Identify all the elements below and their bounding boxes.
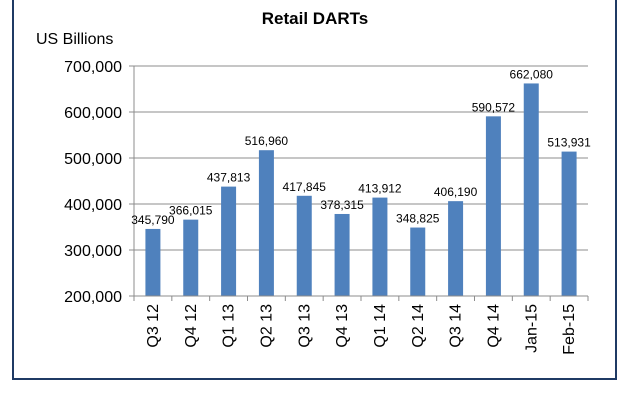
gridlines [134,65,588,251]
x-tick-labels: Q3 12 Q4 12 Q1 13 Q2 13 Q3 13 Q4 13 Q1 14 Q2 14… [145,304,578,355]
y-tick-label: 400,000 [64,197,122,214]
chart-title: Retail DARTs [262,9,368,28]
bar [258,150,274,296]
data-label: 348,825 [396,212,440,226]
axes [129,65,589,301]
bar [221,186,237,296]
x-tick-label: Q1 13 [221,304,238,348]
bar [145,228,161,296]
x-tick-label: Q3 13 [296,304,313,348]
bar [334,213,350,296]
x-tick-label: Q4 12 [183,304,200,348]
data-label: 437,813 [207,171,251,185]
data-label: 513,931 [547,136,591,150]
data-label: 366,015 [169,204,213,218]
y-tick-labels: 200,000 300,000 400,000 500,000 600,000 700,0… [64,59,122,306]
data-label: 590,572 [472,100,516,114]
y-unit-label: US Billions [36,31,113,48]
data-label: 417,845 [283,180,327,194]
x-tick-label: Feb-15 [561,304,578,355]
y-tick-label: 200,000 [64,289,122,306]
bar [485,116,501,296]
data-label: 406,190 [434,185,478,199]
x-tick-label: Q2 14 [410,304,427,348]
x-tick-label: Q3 12 [145,304,162,348]
y-tick-label: 300,000 [64,243,122,260]
x-tick-label: Q1 14 [372,304,389,348]
bar [183,219,199,296]
data-label: 516,960 [245,134,289,148]
y-tick-label: 600,000 [64,105,122,122]
data-label: 662,080 [510,67,554,81]
data-label: 345,790 [131,213,175,227]
data-label: 378,315 [320,198,364,212]
x-tick-label: Q4 14 [485,304,502,348]
chart-frame [12,0,617,380]
x-tick-label: Q4 13 [334,304,351,348]
y-tick-label: 700,000 [64,59,122,76]
data-label: 413,912 [358,182,402,196]
x-tick-label: Q3 14 [448,304,465,348]
bar [296,195,312,296]
bar [448,201,464,296]
x-tick-label: Q2 13 [258,304,275,348]
bars [145,83,577,296]
bar [372,197,388,296]
x-tick-label: Jan-15 [523,304,540,353]
bar [523,83,539,296]
bar [410,227,426,296]
bar [561,151,577,296]
y-tick-label: 500,000 [64,151,122,168]
